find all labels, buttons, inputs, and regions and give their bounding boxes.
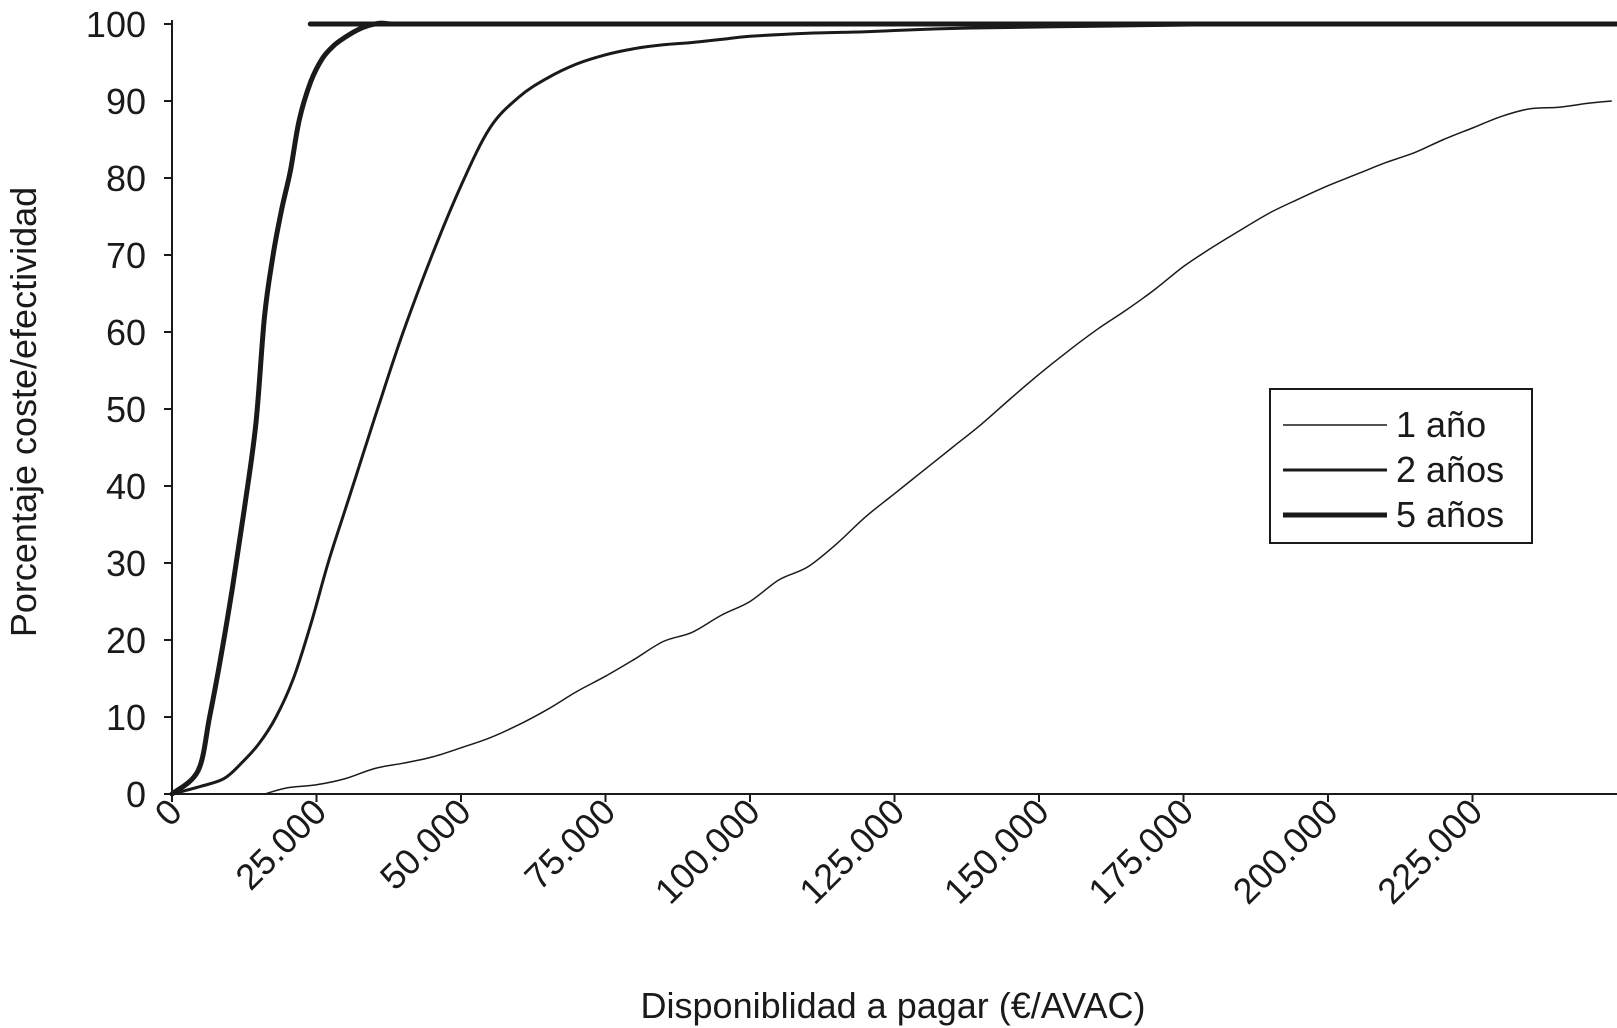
y-tick-label: 0 xyxy=(126,774,146,815)
x-tick-label: 150.000 xyxy=(936,791,1057,912)
x-tick-label: 225.000 xyxy=(1369,791,1490,912)
series-line-1 xyxy=(263,100,1612,795)
y-tick-label: 40 xyxy=(106,466,146,507)
x-tick-label: 0 xyxy=(147,791,190,834)
legend-label-2-years: 2 años xyxy=(1396,449,1504,490)
y-tick-label: 50 xyxy=(106,389,146,430)
x-tick-label: 75.000 xyxy=(516,791,623,898)
legend-label-1-year: 1 año xyxy=(1396,404,1486,445)
y-tick-label: 70 xyxy=(106,235,146,276)
y-tick-label: 100 xyxy=(86,4,146,45)
x-tick-label: 25.000 xyxy=(227,791,334,898)
y-tick-label: 80 xyxy=(106,158,146,199)
x-tick-label: 125.000 xyxy=(791,791,912,912)
x-tick-label: 200.000 xyxy=(1225,791,1346,912)
x-tick-label: 175.000 xyxy=(1080,791,1201,912)
plot-lines xyxy=(169,20,1617,797)
legend-label-5-years: 5 años xyxy=(1396,494,1504,535)
y-ticks: 0 10 20 30 40 50 60 70 80 90 100 xyxy=(86,4,172,815)
y-tick-label: 20 xyxy=(106,620,146,661)
y-tick-label: 30 xyxy=(106,543,146,584)
legend: 1 año 2 años 5 años xyxy=(1269,388,1533,544)
y-tick-label: 10 xyxy=(106,697,146,738)
y-tick-label: 60 xyxy=(106,312,146,353)
x-tick-label: 50.000 xyxy=(372,791,479,898)
series-line-2 xyxy=(170,22,1617,796)
y-tick-label: 90 xyxy=(106,81,146,122)
series-line-3 xyxy=(169,20,1617,797)
x-tick-label: 100.000 xyxy=(647,791,768,912)
x-ticks: 0 25.000 50.000 75.000 100.000 125.000 150.000… xyxy=(147,791,1491,912)
y-axis-title: Porcentaje coste/efectividad xyxy=(3,187,44,637)
x-axis-title: Disponiblidad a pagar (€/AVAC) xyxy=(641,985,1146,1026)
